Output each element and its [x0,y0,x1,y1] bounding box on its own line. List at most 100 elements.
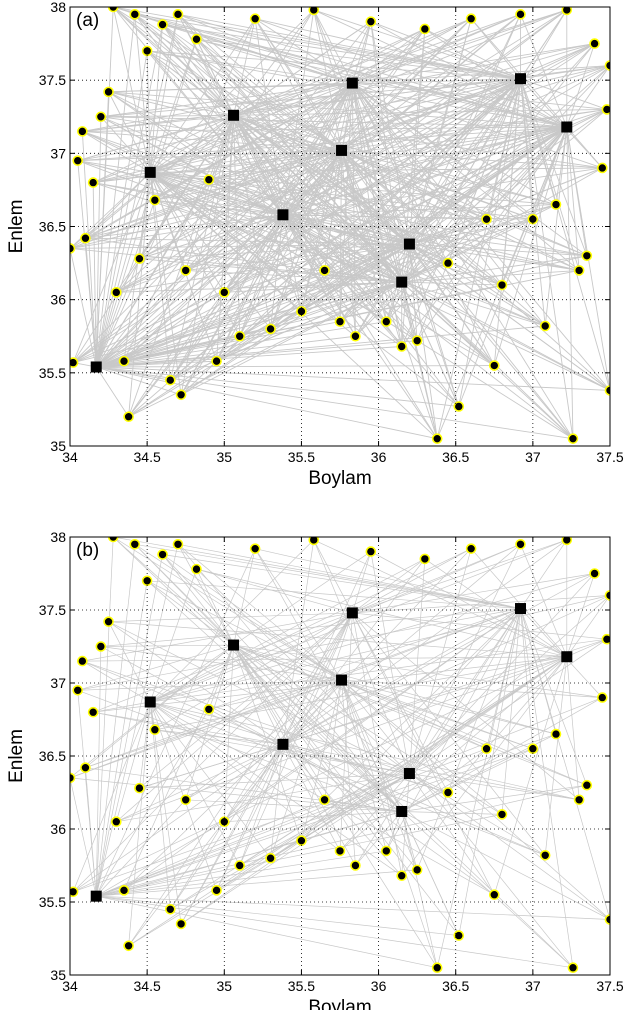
ray-path [282,548,472,745]
ray-path [313,9,403,283]
ray-path [409,167,603,245]
ray-path [180,744,284,925]
ray-path [520,544,568,657]
ray-path [409,243,610,391]
ray-path [520,9,568,79]
ray-path [95,7,114,368]
ray-path [134,544,342,681]
ray-path [149,701,241,866]
ray-path [401,811,574,968]
ray-path [233,9,315,116]
ray-path [408,243,460,407]
ray-path [282,743,546,856]
event-point [601,104,610,115]
ray-path [196,568,410,774]
event-point [465,13,477,25]
ray-path [409,773,495,895]
event-point [70,357,79,368]
event-points [70,537,610,974]
x-tick-label: 37.5 [596,978,623,994]
event-point [107,537,119,543]
ray-path [150,701,580,801]
ray-path [177,13,342,151]
y-axis-label: Enlem [6,729,27,783]
event-point [465,543,477,554]
ray-path [233,644,533,750]
x-axis-label: Boylam [308,468,371,489]
ray-path [96,321,387,368]
ray-path [254,18,353,84]
event-point [350,860,361,871]
event-point [319,265,330,276]
ray-path [233,644,610,920]
ray-path [352,612,607,640]
ray-path [401,281,546,327]
y-tick-label: 36 [50,821,66,837]
ray-path [82,612,353,662]
ray-path [341,679,603,698]
ray-path [150,65,610,173]
ray-path [401,811,418,870]
event-point [319,794,330,806]
ray-path [282,28,426,216]
ray-path [96,255,587,368]
station-marker [403,768,415,780]
event-point [77,126,88,137]
ray-path [108,612,353,623]
ray-path [282,214,341,322]
ray-path [95,13,521,368]
ray-path [341,679,557,735]
ray-path [566,656,580,800]
event-point [80,762,91,773]
ray-path [185,82,353,271]
stations [90,73,573,373]
ray-path [409,548,472,774]
x-tick-label: 35 [216,449,232,465]
x-tick-label: 36 [371,978,387,994]
station-marker [228,639,240,651]
ray-path [282,551,372,745]
ray-path [233,644,557,735]
ray-path [282,743,580,801]
station-marker [144,696,156,708]
ray-path [341,149,588,257]
ray-path [341,150,438,439]
ray-path [95,21,372,368]
ray-path [139,115,234,259]
ray-path [147,580,521,609]
ray-path [233,114,603,169]
ray-path [370,21,410,245]
ray-path [282,744,341,852]
event-point [496,279,508,291]
station-marker [336,674,348,686]
ray-path [146,50,403,283]
ray-path [82,130,151,173]
ray-path [352,551,372,614]
ray-path [401,784,587,812]
x-tick-label: 35 [216,978,232,994]
ray-path [409,65,610,245]
event-point [180,265,192,276]
ray-path [520,608,574,968]
ray-path [401,281,574,440]
ray-path [128,744,284,947]
ray-path [282,544,521,745]
ray-path [96,218,534,368]
ray-path [95,9,315,368]
event-point [70,886,79,898]
ray-path [352,543,521,614]
ray-path [301,811,402,842]
ray-path [486,126,568,220]
ray-path [409,539,568,774]
station-marker [277,209,289,221]
ray-path [254,18,403,283]
ray-path [355,608,521,866]
event-point [365,546,377,557]
ray-path [95,50,148,368]
event-point [118,355,130,367]
ray-path [233,115,403,347]
ray-path [96,895,574,969]
event-point [567,433,579,444]
ray-path [566,126,574,439]
